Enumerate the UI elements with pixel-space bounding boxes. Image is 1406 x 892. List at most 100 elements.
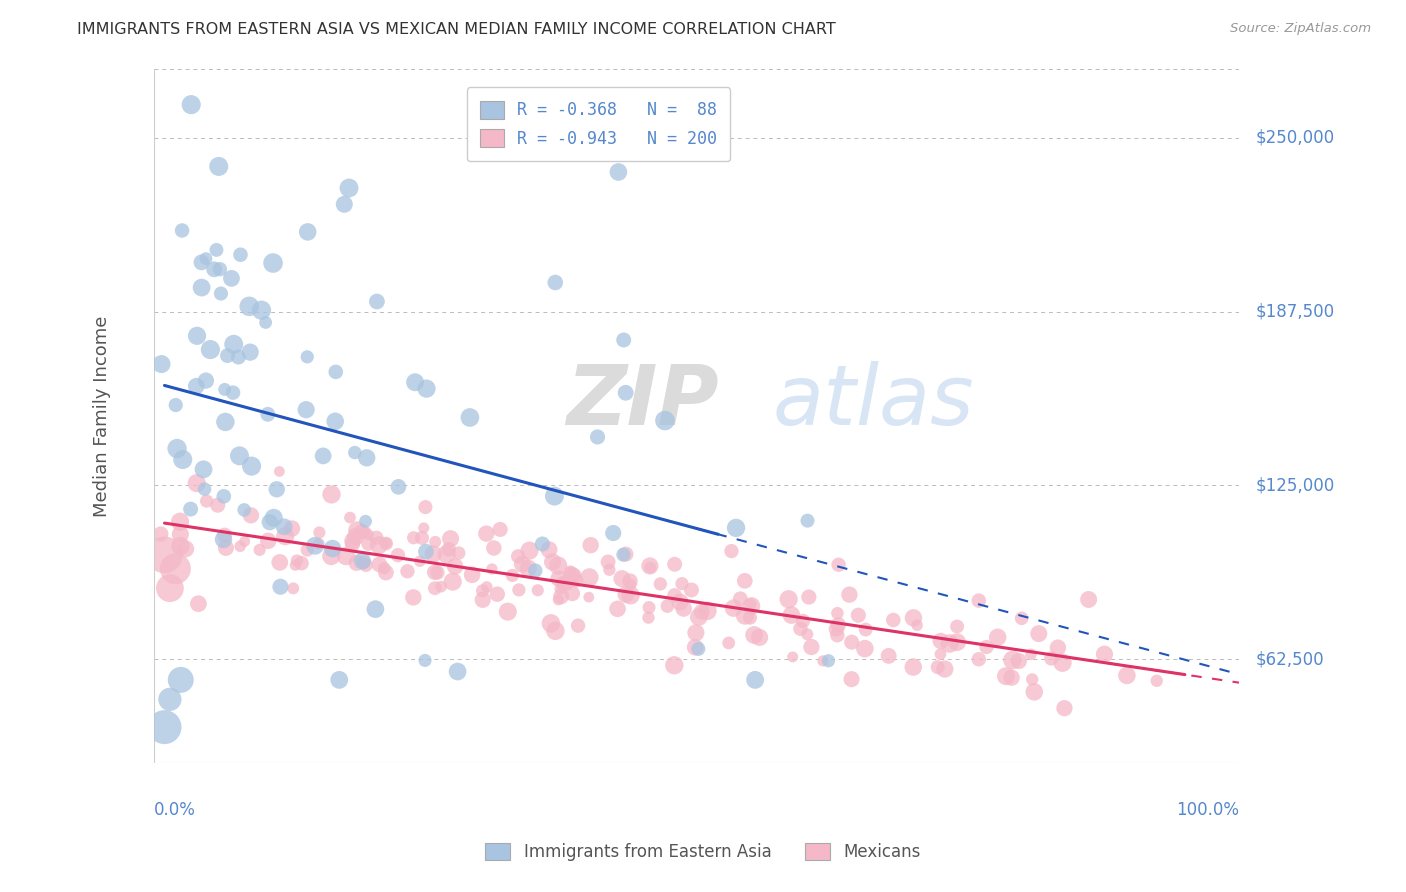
Point	[738, 610, 761, 624]
Point	[165, 562, 187, 576]
Point	[526, 583, 548, 598]
Point	[229, 539, 252, 553]
Point	[239, 508, 262, 523]
Point	[343, 445, 366, 459]
Point	[297, 543, 319, 558]
Point	[664, 558, 686, 572]
Point	[742, 628, 765, 642]
Point	[308, 525, 330, 540]
Point	[366, 531, 388, 545]
Point	[214, 383, 236, 397]
Point	[207, 498, 229, 512]
Point	[430, 580, 453, 594]
Text: 100.0%: 100.0%	[1177, 801, 1239, 820]
Point	[734, 608, 756, 623]
Point	[778, 592, 800, 607]
Point	[256, 407, 278, 421]
Point	[567, 618, 589, 632]
Point	[471, 592, 494, 607]
Point	[547, 558, 569, 573]
Point	[402, 591, 425, 605]
Point	[855, 623, 877, 637]
Point	[519, 543, 541, 558]
Point	[208, 262, 231, 277]
Point	[613, 333, 636, 347]
Point	[1024, 685, 1046, 699]
Point	[683, 640, 706, 655]
Point	[169, 539, 191, 553]
Point	[350, 524, 373, 539]
Point	[422, 547, 444, 561]
Text: $125,000: $125,000	[1256, 476, 1334, 494]
Point	[638, 558, 661, 573]
Point	[551, 576, 574, 591]
Point	[853, 641, 876, 656]
Point	[333, 197, 356, 211]
Point	[841, 672, 863, 686]
Point	[596, 555, 619, 569]
Point	[342, 537, 364, 551]
Point	[297, 225, 319, 239]
Point	[606, 602, 628, 616]
Point	[987, 630, 1010, 644]
Point	[250, 303, 273, 318]
Point	[946, 635, 969, 649]
Point	[180, 502, 202, 516]
Point	[437, 542, 460, 557]
Point	[555, 576, 578, 591]
Point	[190, 255, 212, 269]
Point	[825, 622, 848, 636]
Point	[364, 602, 387, 616]
Point	[233, 534, 256, 549]
Point	[285, 554, 308, 568]
Point	[281, 522, 304, 536]
Point	[165, 398, 187, 412]
Point	[637, 610, 659, 624]
Point	[475, 526, 498, 541]
Point	[205, 243, 228, 257]
Point	[846, 608, 869, 623]
Point	[356, 450, 378, 465]
Point	[685, 625, 707, 640]
Point	[543, 489, 565, 503]
Point	[579, 538, 602, 552]
Point	[423, 581, 446, 595]
Point	[508, 549, 530, 564]
Point	[1000, 671, 1022, 685]
Point	[170, 223, 193, 237]
Point	[976, 640, 998, 654]
Point	[257, 533, 280, 548]
Point	[681, 582, 703, 597]
Point	[720, 544, 742, 558]
Text: Median Family Income: Median Family Income	[93, 315, 111, 516]
Point	[1040, 651, 1063, 665]
Point	[346, 556, 368, 570]
Point	[249, 542, 271, 557]
Point	[337, 181, 360, 195]
Point	[550, 582, 572, 596]
Point	[562, 569, 585, 583]
Point	[423, 566, 446, 580]
Point	[187, 597, 209, 611]
Point	[215, 541, 238, 555]
Point	[269, 580, 291, 594]
Point	[291, 556, 314, 570]
Point	[877, 648, 900, 663]
Point	[602, 526, 624, 541]
Point	[650, 577, 672, 591]
Text: $250,000: $250,000	[1256, 129, 1334, 147]
Point	[339, 510, 361, 524]
Point	[800, 640, 823, 654]
Point	[212, 489, 235, 503]
Point	[620, 577, 643, 591]
Point	[439, 532, 461, 546]
Point	[411, 531, 433, 545]
Point	[269, 465, 291, 479]
Point	[748, 631, 770, 645]
Point	[217, 349, 239, 363]
Point	[441, 574, 464, 589]
Point	[1052, 656, 1074, 670]
Point	[1008, 654, 1031, 668]
Point	[240, 459, 263, 474]
Point	[415, 544, 437, 558]
